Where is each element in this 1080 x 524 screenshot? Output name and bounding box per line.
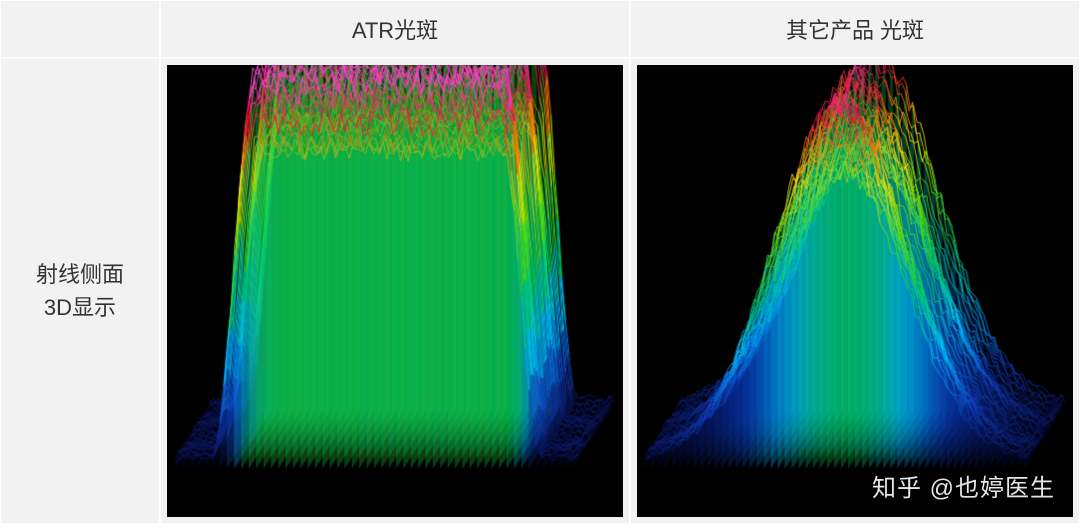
header-empty	[0, 0, 160, 58]
header-col2: 其它产品 光斑	[630, 0, 1080, 58]
header-col2-label: 其它产品 光斑	[786, 13, 924, 45]
row-label-line1: 射线侧面	[36, 258, 124, 291]
canvas-other	[637, 65, 1073, 517]
header-col1: ATR光斑	[160, 0, 630, 58]
header-col1-label: ATR光斑	[352, 13, 438, 45]
comparison-table: ATR光斑 其它产品 光斑 射线侧面 3D显示 知乎 @也婷医生	[0, 0, 1080, 524]
plot-other: 知乎 @也婷医生	[637, 65, 1073, 517]
row-label: 射线侧面 3D显示	[0, 58, 160, 524]
plot-atr	[167, 65, 623, 517]
canvas-atr	[167, 65, 623, 517]
plot-cell-atr	[160, 58, 630, 524]
row-label-line2: 3D显示	[36, 291, 124, 324]
plot-cell-other: 知乎 @也婷医生	[630, 58, 1080, 524]
